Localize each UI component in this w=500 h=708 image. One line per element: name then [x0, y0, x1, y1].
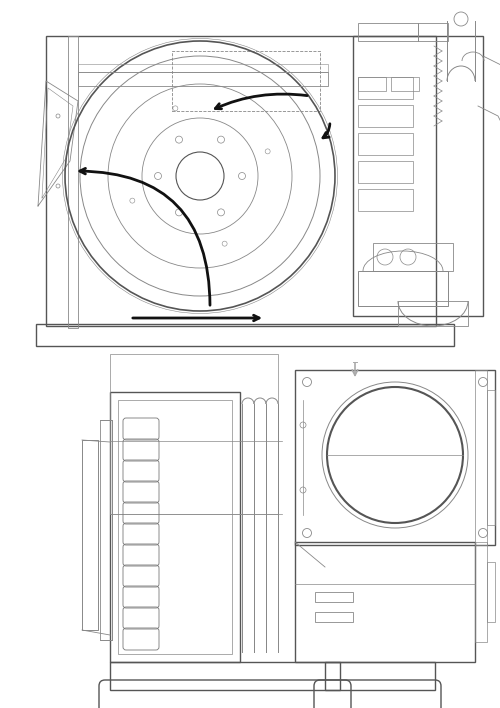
Bar [487, 390, 495, 525]
Bar [82, 440, 98, 630]
Bar [418, 23, 448, 41]
Bar [358, 271, 448, 306]
Bar [100, 420, 112, 640]
Bar [110, 662, 340, 690]
Bar [358, 77, 386, 91]
Bar [391, 77, 419, 91]
Bar [118, 400, 232, 654]
Bar [46, 36, 436, 326]
Bar [358, 77, 413, 99]
Bar [353, 36, 483, 316]
Bar [295, 370, 495, 545]
Bar [315, 612, 353, 622]
Bar [78, 64, 328, 72]
Bar [358, 189, 413, 211]
Bar [172, 51, 320, 111]
Bar [358, 105, 413, 127]
Bar [315, 592, 353, 602]
Bar [358, 133, 413, 155]
Bar [373, 243, 453, 271]
Bar [398, 301, 468, 326]
Bar [110, 392, 240, 662]
Bar [110, 354, 278, 513]
Bar [358, 161, 413, 183]
Bar [78, 72, 328, 86]
Bar [475, 370, 487, 545]
Bar [36, 324, 454, 346]
Bar [475, 542, 487, 642]
Bar [295, 542, 475, 662]
Bar [487, 562, 495, 622]
Bar [358, 23, 418, 41]
Bar [325, 662, 435, 690]
Bar [68, 36, 78, 328]
